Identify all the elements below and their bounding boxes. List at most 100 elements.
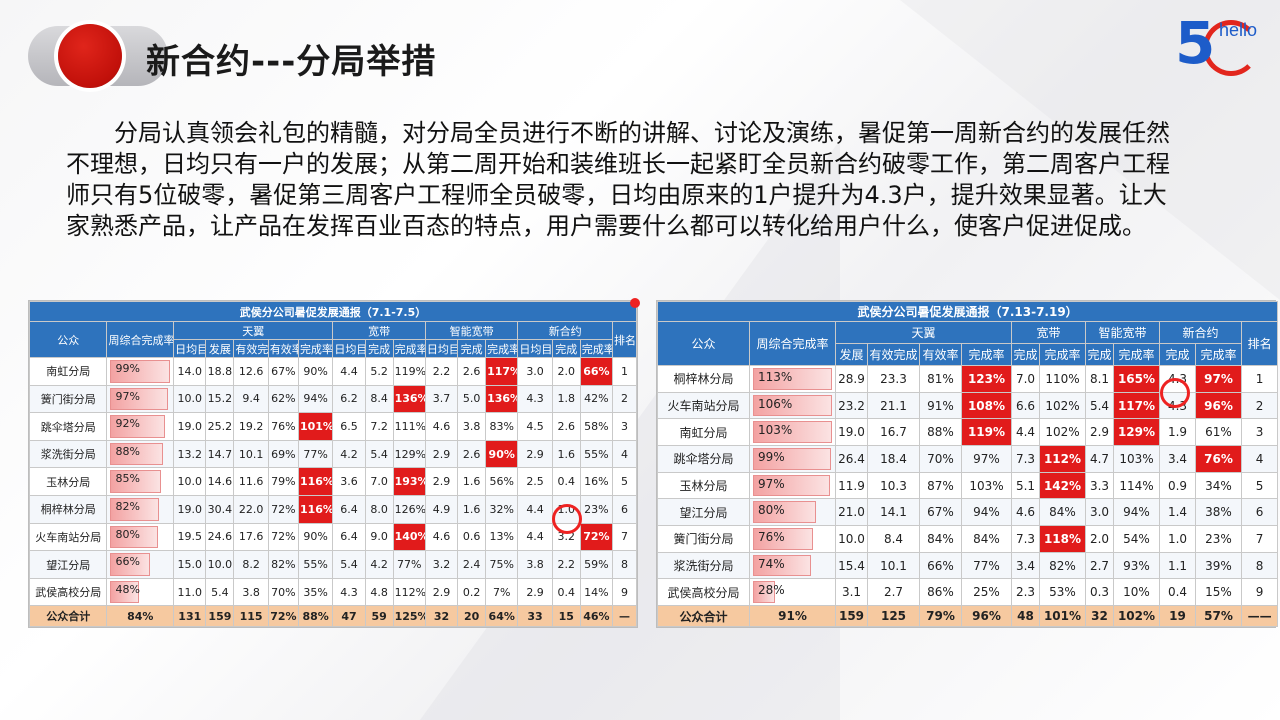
cell-ty_y: 14.1 (867, 498, 920, 527)
cell-ty_f: 5.4 (205, 577, 235, 607)
cell-rank: 2 (612, 384, 637, 414)
cell-xh_r: 23% (579, 495, 614, 524)
cell-xh_t: 33 (517, 605, 553, 627)
cell-rank: 3 (1240, 418, 1279, 447)
cell-ty_w: 90% (297, 522, 334, 552)
branch-name: 南虹分局 (28, 357, 108, 386)
cell-kd_r: 101% (1039, 605, 1086, 627)
branch-name: 火车南站分局 (657, 391, 750, 420)
cell-ty_yl: 79% (919, 605, 962, 627)
page-title: 新合约---分局举措 (146, 42, 437, 82)
cell-xh_w: 2.2 (551, 550, 581, 579)
cell-kd_t: 3.6 (332, 467, 366, 497)
rate-cell: 48% (106, 577, 175, 607)
cell-xh_t: 3.0 (517, 357, 553, 386)
rate-bar: 66% (110, 553, 150, 576)
cell-xh_r: 61% (1195, 418, 1242, 447)
cell-kd_w: 7.0 (1011, 365, 1040, 393)
header-wanchenglv: 完成率 (297, 339, 334, 358)
cell-kd_t: 5.4 (332, 550, 366, 579)
rate-bar: 92% (110, 415, 166, 438)
table-total-row: 公众合计 91% 159 125 79% 96% 48 101% 32 102% 19 57% —— (657, 605, 1279, 627)
cell-ty_f: 10.0 (835, 525, 868, 553)
cell-zn_r: 129% (1113, 418, 1160, 447)
cell-ty_t: 19.0 (173, 412, 207, 441)
cell-ty_w: 97% (961, 445, 1012, 473)
table-row: 武侯高校分局 28% 3.1 2.7 86% 25% 2.3 53% 0.3 10% 0.4 15% 9 (657, 578, 1279, 607)
header-group-tianyi: 天翼 (835, 321, 1012, 344)
header-wancheng: 完成 (364, 339, 394, 358)
cell-ty_y: 10.1 (867, 551, 920, 580)
logo-hello-text: hello (1219, 20, 1258, 40)
cell-zn_r: 103% (1113, 445, 1160, 473)
cell-rank: 6 (612, 495, 637, 524)
table-row: 望江分局 66% 15.0 10.0 8.2 82% 55% 5.4 4.2 77% 3.2 2.4 7… (28, 550, 637, 579)
rate-cell: 80% (106, 522, 175, 552)
cell-ty_y: 115 (233, 605, 269, 627)
header-group-zhineng: 智能宽带 (424, 321, 519, 340)
rate-bar: 99% (753, 448, 832, 470)
table-row: 浆洗街分局 88% 13.2 14.7 10.1 69% 77% 4.2 5.4 129% 2.9 2… (28, 439, 637, 469)
table-row: 跳伞塔分局 99% 26.4 18.4 70% 97% 7.3 112% 4.7 103% 3.4 7… (657, 445, 1279, 473)
cell-zn_w: 20 (457, 605, 487, 627)
cell-zn_r: 114% (1113, 471, 1160, 500)
cell-ty_y: 125 (867, 605, 920, 627)
cell-zn_r: 75% (485, 550, 519, 579)
header-group-kuandai: 宽带 (332, 321, 426, 340)
cell-ty_f: 25.2 (205, 412, 235, 441)
header-wanchenglv: 完成率 (579, 339, 614, 358)
cell-zn_r: 7% (485, 577, 519, 607)
cell-ty_w: 116% (297, 467, 334, 497)
header-fazhan: 发展 (205, 339, 235, 358)
cell-xh_w: 0.4 (1159, 578, 1196, 607)
branch-name: 武侯高校分局 (28, 577, 108, 607)
cell-ty_w: 96% (961, 605, 1012, 627)
cell-rank: — (612, 605, 637, 627)
cell-rank: 2 (1240, 391, 1279, 420)
branch-name: 望江分局 (657, 498, 750, 527)
cell-kd_r: 125% (392, 605, 426, 627)
cell-ty_y: 10.1 (233, 439, 269, 469)
cell-rank: 6 (1240, 498, 1279, 527)
branch-name: 浆洗街分局 (28, 439, 108, 469)
header-youxiaolv: 有效率 (267, 339, 299, 358)
cell-xh_w: 0.4 (551, 577, 581, 607)
cell-zn_r: 32% (485, 495, 519, 524)
cell-ty_yl: 87% (919, 471, 962, 500)
branch-name: 玉林分局 (657, 471, 750, 500)
branch-name: 火车南站分局 (28, 522, 108, 552)
cell-rank: 3 (612, 412, 637, 441)
annotation-dot (630, 298, 640, 308)
rate-cell: 99% (749, 445, 836, 473)
cell-zn_w: 0.3 (1085, 578, 1114, 607)
cell-ty_w: 94% (961, 498, 1012, 527)
cell-ty_f: 18.8 (205, 357, 235, 386)
cell-xh_w: 1.9 (1159, 418, 1196, 447)
cell-zn_w: 2.7 (1085, 551, 1114, 580)
cell-rate: 91% (749, 605, 836, 627)
cell-rank: 1 (1240, 365, 1279, 393)
cell-rank: 1 (612, 357, 637, 386)
cell-zn_r: 64% (485, 605, 519, 627)
cell-xh_r: 72% (579, 522, 614, 552)
cell-zn_r: 10% (1113, 578, 1160, 607)
rate-bar: 97% (110, 387, 169, 411)
cell-ty_f: 14.7 (205, 439, 235, 469)
rate-bar: 113% (753, 368, 832, 390)
cell-xh_w: 4.3 (1159, 391, 1196, 420)
cell-ty_y: 8.2 (233, 550, 269, 579)
cell-kd_w: 5.2 (364, 357, 394, 386)
cell-ty_f: 26.4 (835, 445, 868, 473)
cell-xh_w: 1.0 (1159, 525, 1196, 553)
rate-cell: 85% (106, 467, 175, 497)
cell-kd_r: 126% (392, 495, 426, 524)
cell-kd_w: 5.1 (1011, 471, 1040, 500)
cell-kd_w: 9.0 (364, 522, 394, 552)
table-row: 南虹分局 99% 14.0 18.8 12.6 67% 90% 4.4 5.2 119% 2.2 2.… (28, 357, 637, 386)
table-row: 跳伞塔分局 92% 19.0 25.2 19.2 76% 101% 6.5 7.2 111% 4.6… (28, 412, 637, 441)
cell-zn_r: 90% (485, 439, 519, 469)
rate-cell: 113% (749, 365, 836, 393)
cell-zn_t: 3.2 (424, 550, 459, 579)
cell-xh_r: 58% (579, 412, 614, 441)
cell-ty_yl: 72% (267, 522, 299, 552)
